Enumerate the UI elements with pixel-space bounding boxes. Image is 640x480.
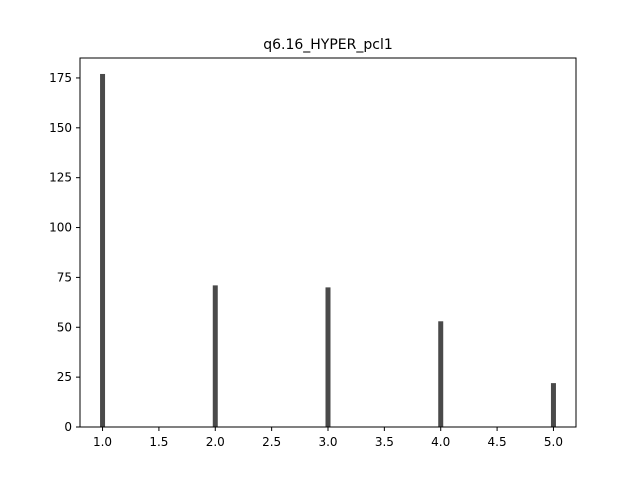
y-tick-label: 0 bbox=[64, 420, 72, 434]
x-tick-label: 3.5 bbox=[375, 435, 394, 449]
x-tick-label: 4.0 bbox=[431, 435, 450, 449]
y-tick-label: 50 bbox=[57, 320, 72, 334]
x-tick-label: 4.5 bbox=[488, 435, 507, 449]
y-tick-label: 150 bbox=[49, 121, 72, 135]
x-tick-label: 1.0 bbox=[93, 435, 112, 449]
y-tick-label: 125 bbox=[49, 171, 72, 185]
x-tick-label: 5.0 bbox=[544, 435, 563, 449]
y-tick-label: 25 bbox=[57, 370, 72, 384]
y-tick-label: 100 bbox=[49, 221, 72, 235]
x-tick-label: 2.0 bbox=[206, 435, 225, 449]
y-tick-label: 175 bbox=[49, 71, 72, 85]
x-tick-label: 1.5 bbox=[149, 435, 168, 449]
x-tick-label: 3.0 bbox=[318, 435, 337, 449]
x-tick-label: 2.5 bbox=[262, 435, 281, 449]
y-axis: 0 25 50 75 100 125 150 175 bbox=[49, 71, 80, 434]
x-axis: 1.0 1.5 2.0 2.5 3.0 3.5 4.0 4.5 5.0 bbox=[93, 427, 563, 449]
bars-group bbox=[100, 73, 556, 428]
bar-5.0 bbox=[550, 383, 556, 427]
bar-3.0 bbox=[325, 287, 331, 427]
bar-4.0 bbox=[438, 321, 444, 427]
chart-title: q6.16_HYPER_pcl1 bbox=[263, 37, 393, 53]
bar-1.0 bbox=[100, 73, 106, 428]
plot-frame bbox=[79, 57, 577, 428]
y-tick-label: 75 bbox=[57, 270, 72, 284]
bar-2.0 bbox=[212, 285, 218, 427]
